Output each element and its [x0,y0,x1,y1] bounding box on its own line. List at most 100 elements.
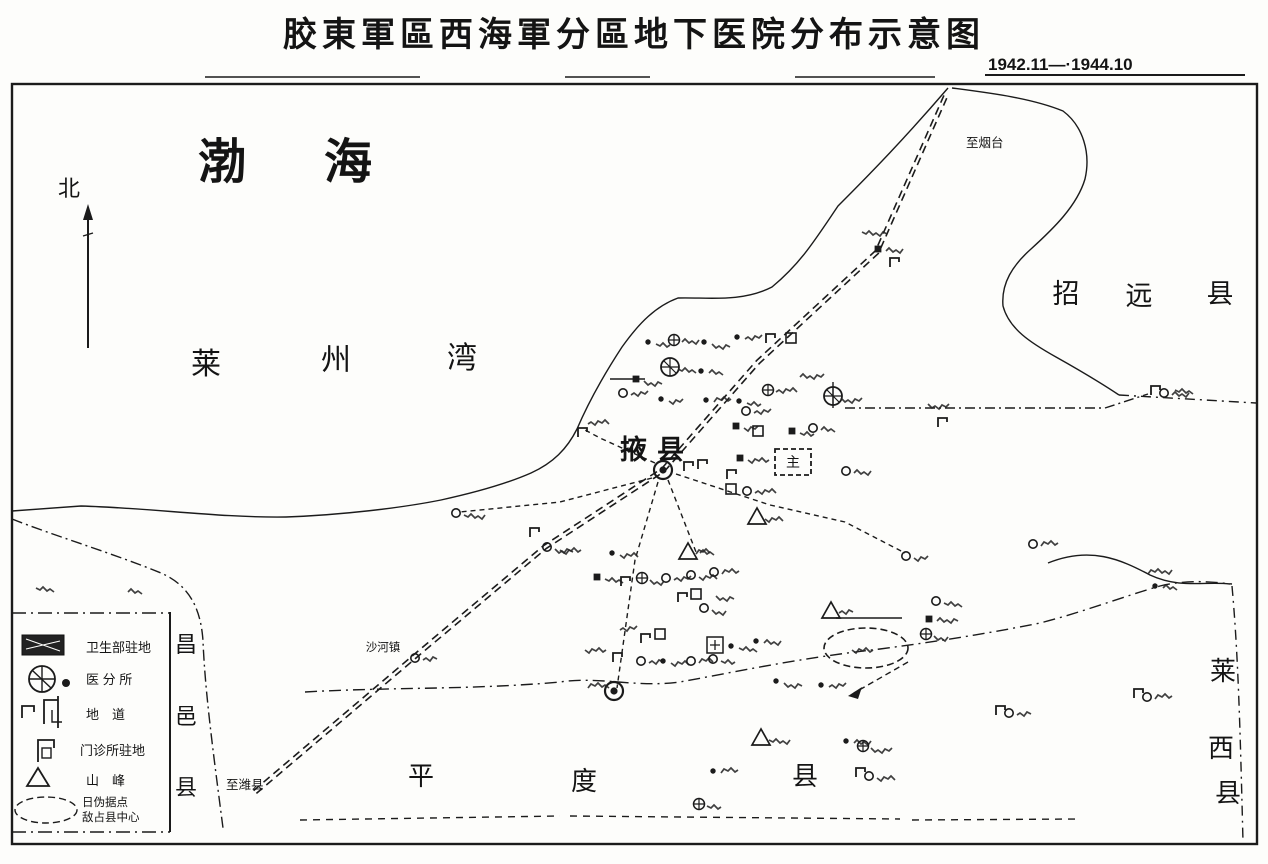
map-marker-osquare [785,332,797,344]
map-frame [10,82,1259,846]
map-marker-osquare [654,628,666,640]
map-marker-crosscircle [635,571,649,585]
town-shahezhen-label: 沙河镇 [366,640,401,654]
map-marker-door [1150,385,1161,395]
map-marker-boxcross [706,636,724,654]
map-marker-circle [930,595,941,606]
legend-symbol-hq-icon [21,634,65,656]
boundary-laixi-west [1231,585,1244,843]
region-pingdu-char-1: 平 [408,761,434,791]
compass-feather [82,232,94,237]
region-zhaoyuan-char-2: 远 [1126,281,1153,311]
map-marker-circle [707,653,718,664]
map-marker-door [677,592,688,602]
map-marker-bigcross [660,357,680,377]
map-marker-triangle [746,506,768,525]
road-northwest [584,429,656,464]
map-marker-dot [698,368,704,374]
map-marker-mainrect: 主 [774,448,812,476]
map-marker-square [925,615,933,623]
map-marker-dot [736,398,742,404]
map-marker-dot [658,396,664,402]
region-zhaoyuan-char-3: 县 [1207,279,1234,309]
region-laixi-char-3: 县 [1215,778,1241,808]
map-marker-osquare [752,425,764,437]
bay-laizhou-char-2: 州 [321,344,351,377]
route-to-weixian-label: 至潍县 [226,778,264,792]
map-marker-circle [840,465,851,476]
map-marker-circle [450,507,461,518]
map-marker-dot [753,638,759,644]
map-marker-circle [660,572,671,583]
legend-label-6b: 敌占县中心 [82,810,140,824]
region-pingdu-char-2: 度 [571,766,597,796]
map-marker-dot [703,397,709,403]
map-marker-door [1133,688,1144,698]
map-marker-dot [645,339,651,345]
map-marker-square [874,245,882,253]
road-south [616,481,659,689]
map-marker-triangle [750,727,772,746]
map-marker-door [640,633,651,643]
compass-label: 北 [58,176,80,201]
map-marker-dot [773,678,779,684]
map-marker-osquare [690,588,702,600]
map-marker-circle [617,387,628,398]
attack-arrow-icon [848,661,909,699]
map-marker-square [632,375,640,383]
map-marker-circle [1142,691,1153,702]
map-marker-door [683,461,694,471]
map-marker-circle [900,550,911,561]
map-marker-crosscircle [692,797,706,811]
legend-label-2: 医 分 所 [86,672,132,687]
region-changyi-char-2: 邑 [175,704,197,729]
map-marker-triangle [820,600,842,619]
map-marker-door [995,705,1006,715]
map-marker-circle [685,655,696,666]
legend: 卫生部驻地 医 分 所 地 道 门诊所驻地 山 峰 日伪据点 敌占县中心 [12,612,171,833]
map-marker-square [732,422,740,430]
map-marker-door [937,417,948,427]
map-marker-door [697,459,708,469]
legend-symbol-clinic-icon [37,739,55,762]
map-marker-dot [734,334,740,340]
map-marker-circle [708,566,719,577]
map-marker-dot [710,768,716,774]
road-southeast [667,479,697,553]
region-changyi-char-3: 县 [175,775,197,800]
road-west [459,477,653,513]
map-title: 胶東軍區西海軍分區地下医院分布示意图 [283,15,985,54]
map-marker-door [855,767,866,777]
map-marker-circle [1028,538,1039,549]
legend-label-6a: 日伪据点 [82,795,128,809]
map-marker-circle [807,422,818,433]
map-marker-square [736,454,744,462]
map-marker-circle [685,569,696,580]
map-marker-circle [741,485,752,496]
map-marker-dot [728,643,734,649]
map-marker-dot [609,550,615,556]
map-marker-triangle [677,541,699,560]
map-marker-dot [660,658,666,664]
map-marker-city [603,680,625,702]
map-marker-crosscircle [856,739,870,753]
map-marker-circle [541,541,552,552]
coastline-east [951,87,1120,396]
legend-label-5: 山 峰 [86,773,125,788]
map-marker-circle [863,770,874,781]
legend-label-4: 门诊所驻地 [80,743,145,758]
legend-symbol-peak-icon [25,766,51,787]
map-marker-square [593,573,601,581]
road-east [675,473,906,554]
map-period: 1942.11—·1944.10 [988,55,1133,74]
legend-symbol-tunnel-icon [21,696,62,728]
map-marker-circle [1159,387,1170,398]
map-marker-circle [698,602,709,613]
boundary-laixi-north [1047,554,1231,585]
boundary-south [299,815,1081,821]
map-marker-crosscircle [761,383,775,397]
map-marker-door [620,576,631,586]
legend-symbol-enemy-icon [14,796,78,824]
